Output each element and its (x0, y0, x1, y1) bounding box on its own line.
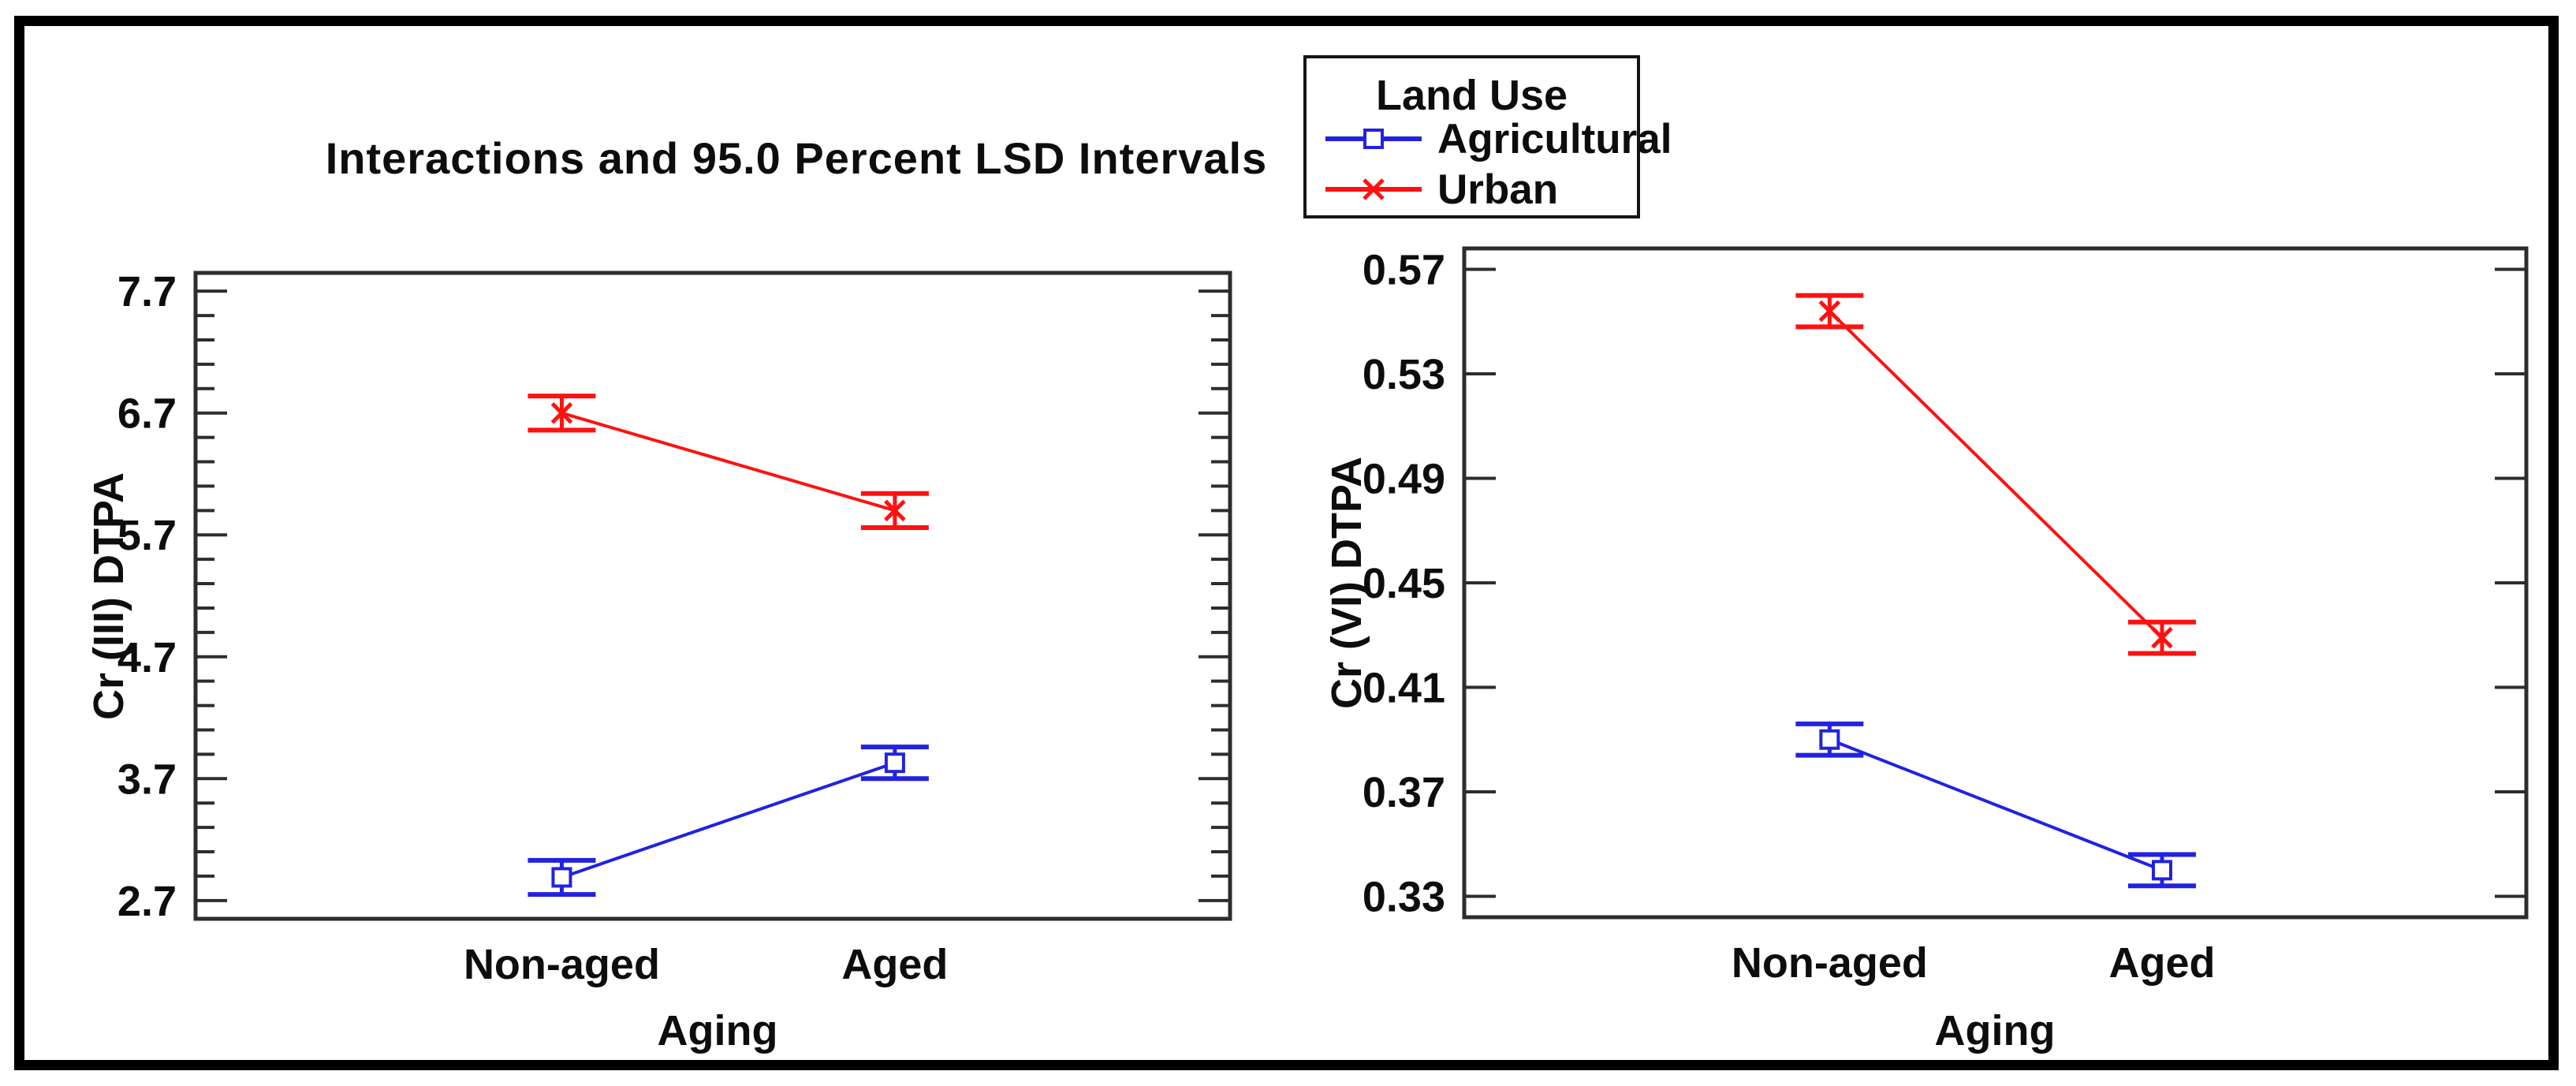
y-tick-label: 7.7 (117, 268, 177, 315)
category-label: Non-aged (1732, 939, 1928, 987)
y-tick-label: 0.57 (1363, 247, 1445, 294)
square-marker (551, 867, 572, 888)
y-tick-label: 0.33 (1363, 874, 1445, 921)
y-tick-label: 3.7 (117, 756, 177, 803)
y-tick-label: 0.37 (1363, 769, 1445, 816)
legend-swatch-shape (1363, 129, 1384, 149)
square-marker (1819, 729, 1840, 750)
y-tick-label: 5.7 (117, 512, 177, 559)
category-label: Non-aged (464, 941, 660, 988)
category-label: Aged (841, 941, 948, 988)
left-y-axis-title: Cr (III) DTPA (85, 472, 132, 720)
x-marker (1818, 300, 1841, 323)
category-label: Aged (2108, 939, 2215, 987)
chart-title: Interactions and 95.0 Percent LSD Interv… (325, 133, 1268, 183)
x-marker (2151, 626, 2173, 649)
x-marker (550, 401, 573, 424)
series-line-Agricultural (1829, 737, 2163, 872)
square-swatch-icon (1325, 129, 1422, 149)
y-tick-label: 0.53 (1363, 351, 1445, 398)
plot-1: 0.33 0.37 0.41 0.45 0.49 0.53 0.57 Non-aged Aged (1363, 246, 2529, 987)
left-x-axis-title: Aging (658, 1007, 778, 1054)
right-x-axis-title: Aging (1935, 1007, 2056, 1054)
x-marker (884, 499, 906, 522)
legend-title: Land Use (1375, 72, 1568, 119)
plot-frame (1462, 246, 2529, 920)
y-tick-label: 2.7 (117, 878, 177, 925)
legend-item-label: Agricultural (1437, 115, 1672, 162)
y-tick-label: 0.49 (1363, 456, 1445, 503)
legend-item-label: Urban (1437, 166, 1559, 213)
y-tick-label: 6.7 (117, 390, 177, 438)
legend-item-urban: Urban (1322, 166, 1559, 213)
legend-swatch-shape (1363, 178, 1385, 200)
y-tick-label: 0.41 (1363, 665, 1445, 712)
legend-item-agricultural: Agricultural (1322, 115, 1672, 162)
series-line-Agricultural (561, 761, 896, 879)
series-line-Urban (1828, 310, 2164, 639)
plot-frame (193, 271, 1232, 921)
plot-0: 2.7 3.7 4.7 5.7 6.7 7.7 Non-aged Aged (117, 268, 1232, 988)
y-tick-label: 0.45 (1363, 560, 1445, 607)
series-line-Urban (561, 411, 896, 513)
y-tick-label: 4.7 (117, 634, 177, 681)
x-swatch-icon (1325, 178, 1422, 200)
square-marker (2151, 860, 2172, 881)
square-marker (884, 752, 905, 774)
right-y-axis-title: Cr (VI) DTPA (1323, 457, 1370, 709)
legend-box: Land Use Agricultural Urban (1303, 55, 1672, 218)
